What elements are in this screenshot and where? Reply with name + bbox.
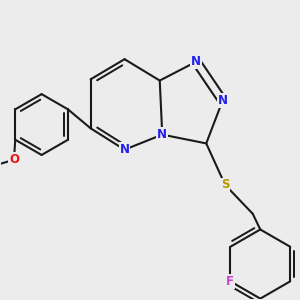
Text: O: O xyxy=(9,153,19,166)
Text: N: N xyxy=(191,55,201,68)
Text: N: N xyxy=(120,143,130,156)
Text: F: F xyxy=(226,275,234,288)
Text: S: S xyxy=(221,178,229,191)
Text: N: N xyxy=(157,128,167,141)
Text: N: N xyxy=(218,94,228,107)
